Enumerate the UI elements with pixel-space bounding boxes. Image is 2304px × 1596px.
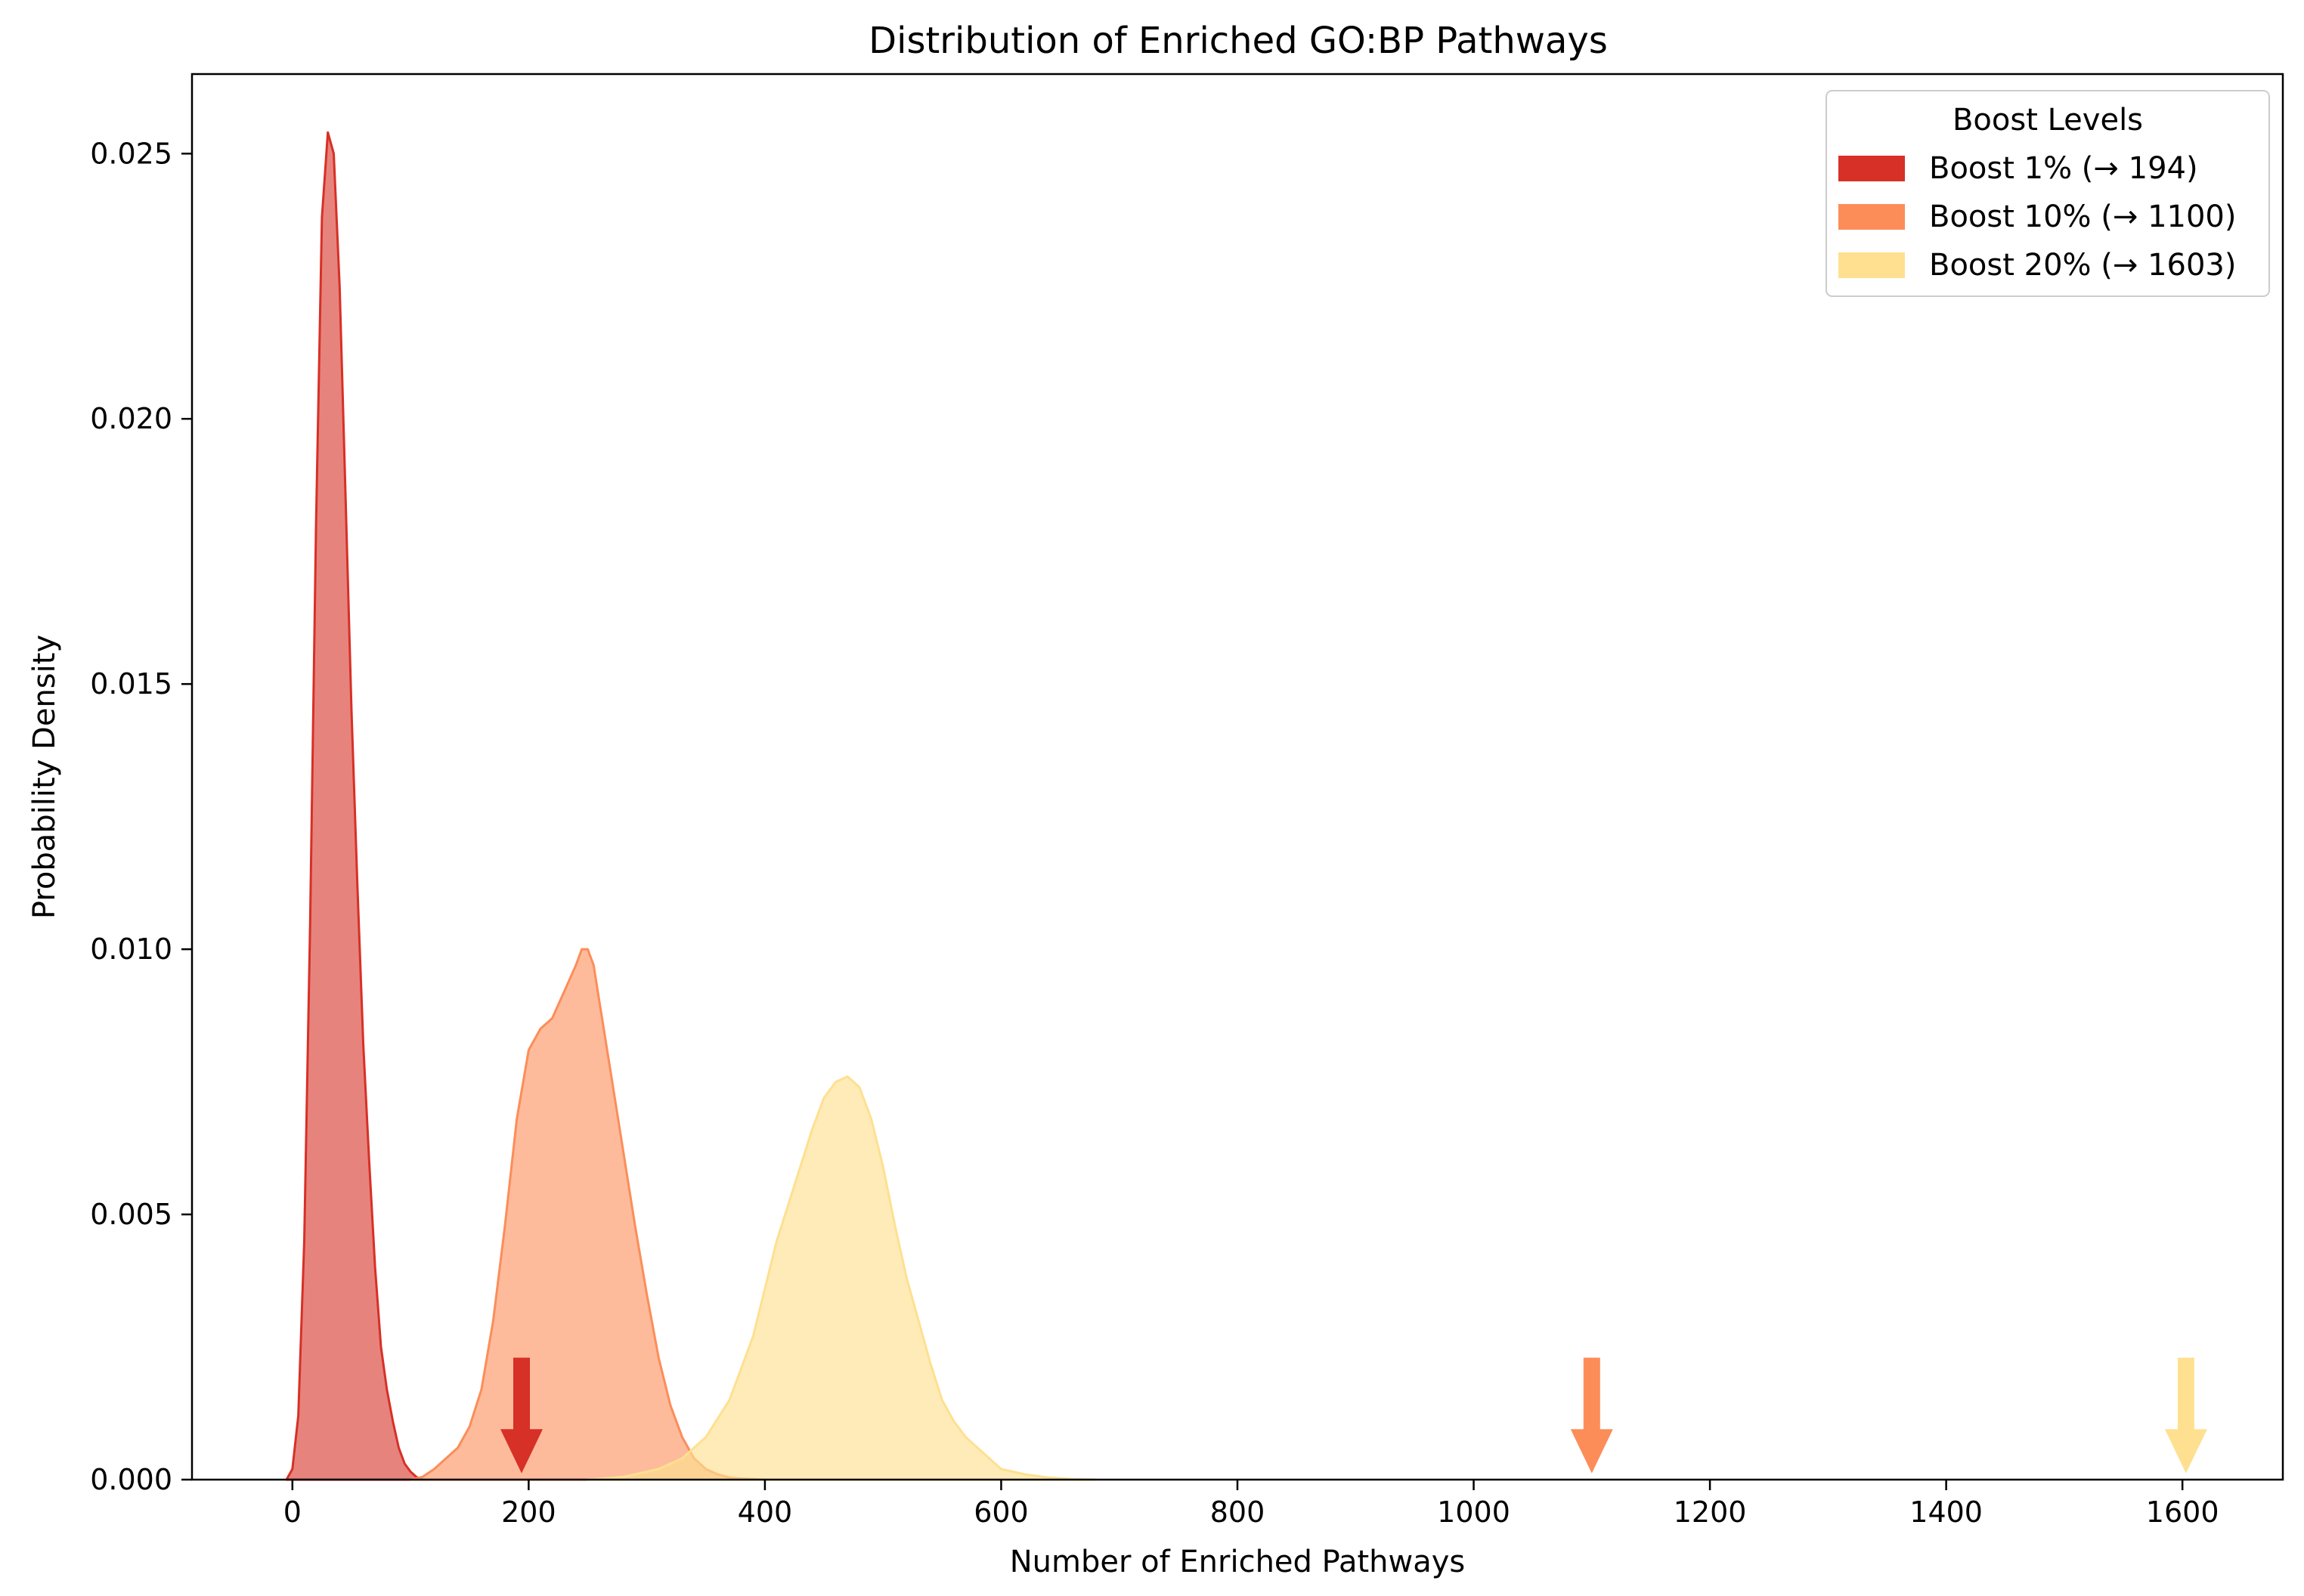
boost-arrow-series-1 (500, 1357, 543, 1474)
x-tick-label: 600 (974, 1495, 1029, 1529)
legend: Boost Levels Boost 1% (→ 194) Boost 10% … (1826, 90, 2270, 297)
legend-frame (1826, 90, 2270, 297)
x-tick-label: 400 (738, 1495, 793, 1529)
chart-title: Distribution of Enriched GO:BP Pathways (869, 20, 1608, 62)
x-axis-ticks: 0 200 400 600 800 1000 1200 1400 1600 (283, 1480, 2219, 1529)
legend-swatch-boost-20 (1838, 252, 1905, 278)
legend-swatch-boost-10 (1838, 204, 1905, 230)
density-area-series-1 (285, 131, 424, 1481)
y-tick-label: 0.015 (90, 667, 172, 701)
x-axis-label: Number of Enriched Pathways (1010, 1545, 1466, 1579)
y-tick-label: 0.020 (90, 402, 172, 435)
boost-arrow-series-3 (2164, 1357, 2207, 1474)
y-tick-label: 0.005 (90, 1198, 172, 1231)
legend-entry-boost-1: Boost 1% (→ 194) (1929, 151, 2198, 186)
legend-entry-boost-20: Boost 20% (→ 1603) (1929, 248, 2236, 283)
y-axis-ticks: 0.000 0.005 0.010 0.015 0.020 0.025 (90, 137, 192, 1496)
density-curves (285, 131, 1097, 1481)
boost-arrow-series-2 (1570, 1357, 1613, 1474)
legend-entry-boost-10: Boost 10% (→ 1100) (1929, 200, 2236, 234)
y-tick-label: 0.000 (90, 1463, 172, 1496)
x-tick-label: 1600 (2146, 1495, 2219, 1529)
legend-title: Boost Levels (1953, 103, 2143, 138)
boost-markers (500, 1357, 2207, 1474)
y-tick-label: 0.010 (90, 933, 172, 966)
x-tick-label: 800 (1210, 1495, 1265, 1529)
y-tick-label: 0.025 (90, 137, 172, 170)
x-tick-label: 1200 (1674, 1495, 1747, 1529)
density-area-series-3 (587, 1075, 1097, 1481)
x-tick-label: 1400 (1909, 1495, 1983, 1529)
x-tick-label: 1000 (1437, 1495, 1510, 1529)
y-axis-label: Probability Density (27, 635, 62, 919)
x-tick-label: 200 (501, 1495, 556, 1529)
x-tick-label: 0 (283, 1495, 302, 1529)
legend-swatch-boost-1 (1838, 156, 1905, 181)
